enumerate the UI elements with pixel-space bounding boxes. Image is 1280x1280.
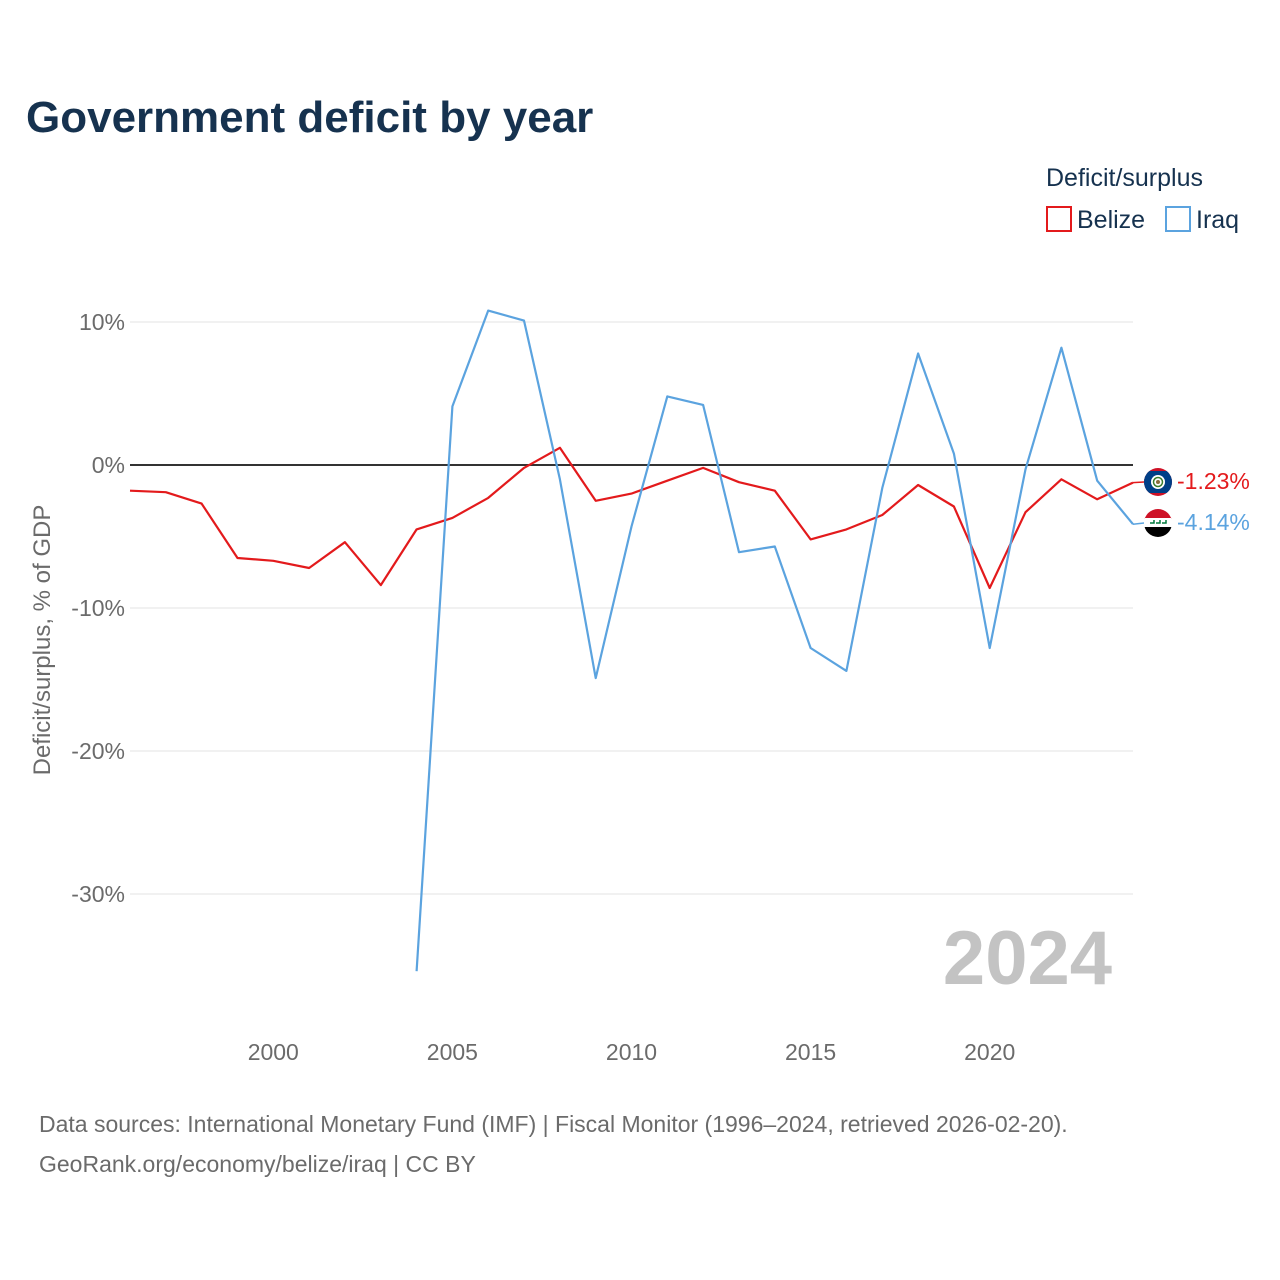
grid — [130, 321, 1133, 895]
legend-label-iraq: Iraq — [1196, 206, 1239, 234]
legend: Deficit/surplus Belize Iraq — [1046, 164, 1239, 234]
x-tick-label: 2015 — [785, 1039, 836, 1065]
y-axis-ticks: 10% 0% -10% -20% -30% — [71, 309, 125, 907]
end-label-belize: -1.23% — [1177, 468, 1250, 494]
iraq-flag-icon — [1144, 509, 1172, 537]
legend-title: Deficit/surplus — [1046, 164, 1203, 192]
end-label-iraq: -4.14% — [1177, 509, 1250, 535]
y-tick-label: -10% — [71, 595, 125, 621]
end-connector-belize — [1132, 481, 1145, 484]
chart-title: Government deficit by year — [26, 93, 593, 142]
y-tick-label: -30% — [71, 881, 125, 907]
x-tick-label: 2005 — [427, 1039, 478, 1065]
series — [129, 309, 1145, 972]
series-line-iraq[interactable] — [415, 309, 1134, 972]
x-axis-ticks: 2000 2005 2010 2015 2020 — [248, 1039, 1016, 1065]
y-tick-label: 10% — [79, 309, 125, 335]
year-stamp: 2024 — [943, 916, 1112, 1001]
series-line-belize[interactable] — [129, 446, 1134, 590]
y-tick-label: -20% — [71, 738, 125, 764]
y-axis-label: Deficit/surplus, % of GDP — [29, 505, 56, 776]
legend-item-belize[interactable]: Belize — [1046, 206, 1145, 234]
x-tick-label: 2000 — [248, 1039, 299, 1065]
source-line-1: Data sources: International Monetary Fun… — [39, 1111, 1068, 1137]
legend-swatch-belize — [1046, 206, 1072, 232]
source-line-2[interactable]: GeoRank.org/economy/belize/iraq | CC BY — [39, 1151, 476, 1177]
legend-label-belize: Belize — [1077, 206, 1145, 234]
belize-flag-icon — [1144, 468, 1172, 496]
legend-item-iraq[interactable]: Iraq — [1165, 206, 1239, 234]
y-tick-label: 0% — [92, 452, 125, 478]
legend-swatch-iraq — [1165, 206, 1191, 232]
x-tick-label: 2020 — [964, 1039, 1015, 1065]
x-tick-label: 2010 — [606, 1039, 657, 1065]
end-connector-iraq — [1132, 522, 1145, 525]
